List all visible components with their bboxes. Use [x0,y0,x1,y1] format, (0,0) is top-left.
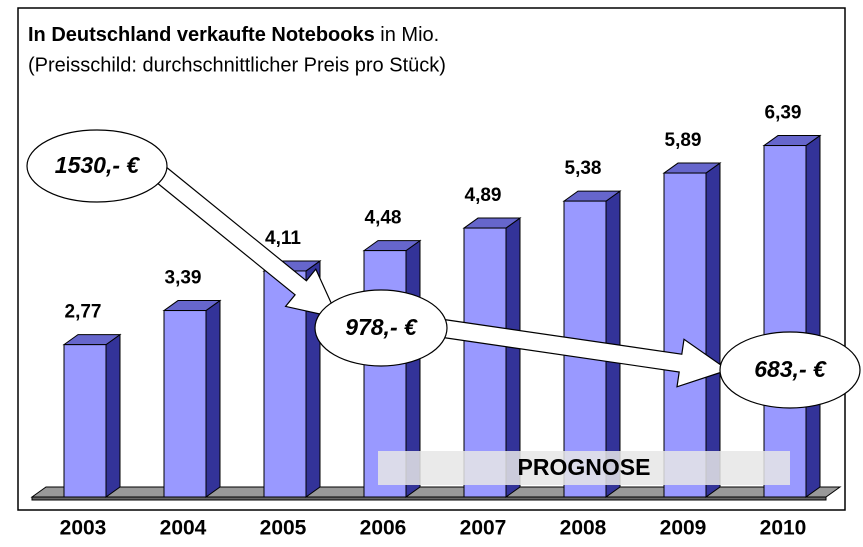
data-label: 4,11 [265,228,301,249]
bar-side [105,333,121,498]
price-label: 683,- € [754,356,827,382]
bar-front [163,310,207,498]
forecast-band [378,451,790,485]
forecast-label: PROGNOSE [518,454,651,480]
x-tick-label: 2006 [360,517,407,540]
title-unit: in Mio. [375,24,439,46]
price-label: 978,- € [345,314,418,340]
price-tag [26,129,168,203]
price-tag [719,331,861,409]
bar [762,134,822,498]
frame [17,7,846,511]
chart-subtitle: (Preisschild: durchschnittlicher Preis p… [28,54,446,76]
x-tick-label: 2004 [160,517,207,540]
bar [62,333,122,498]
floor [30,486,842,498]
data-label: 2,77 [65,302,102,323]
bar-front [663,172,707,498]
floor-edge [31,496,827,501]
data-label: 5,89 [665,130,702,151]
data-label: 4,89 [465,185,502,206]
bar [162,299,222,498]
x-tick-label: 2003 [60,517,107,540]
x-tick-label: 2010 [760,517,807,540]
title-main: In Deutschland verkaufte Notebooks [28,24,375,46]
data-label: 4,48 [365,208,402,229]
x-tick-label: 2009 [660,517,707,540]
arrow [151,164,340,319]
x-tick-label: 2007 [460,517,507,540]
data-label: 5,38 [565,158,602,179]
chart-title: In Deutschland verkaufte Notebooks in Mi… [28,24,439,46]
x-tick-label: 2005 [260,517,307,540]
x-tick-label: 2008 [560,517,607,540]
arrow [438,318,730,388]
bar-side [805,134,821,498]
bar-side [205,299,221,498]
data-label: 3,39 [165,268,202,289]
bar [662,162,722,498]
bar-front [763,145,807,498]
bar-side [705,162,721,498]
price-tag [314,289,448,367]
price-label: 1530,- € [55,152,141,178]
data-label: 6,39 [765,103,802,124]
bar-front [63,344,107,498]
